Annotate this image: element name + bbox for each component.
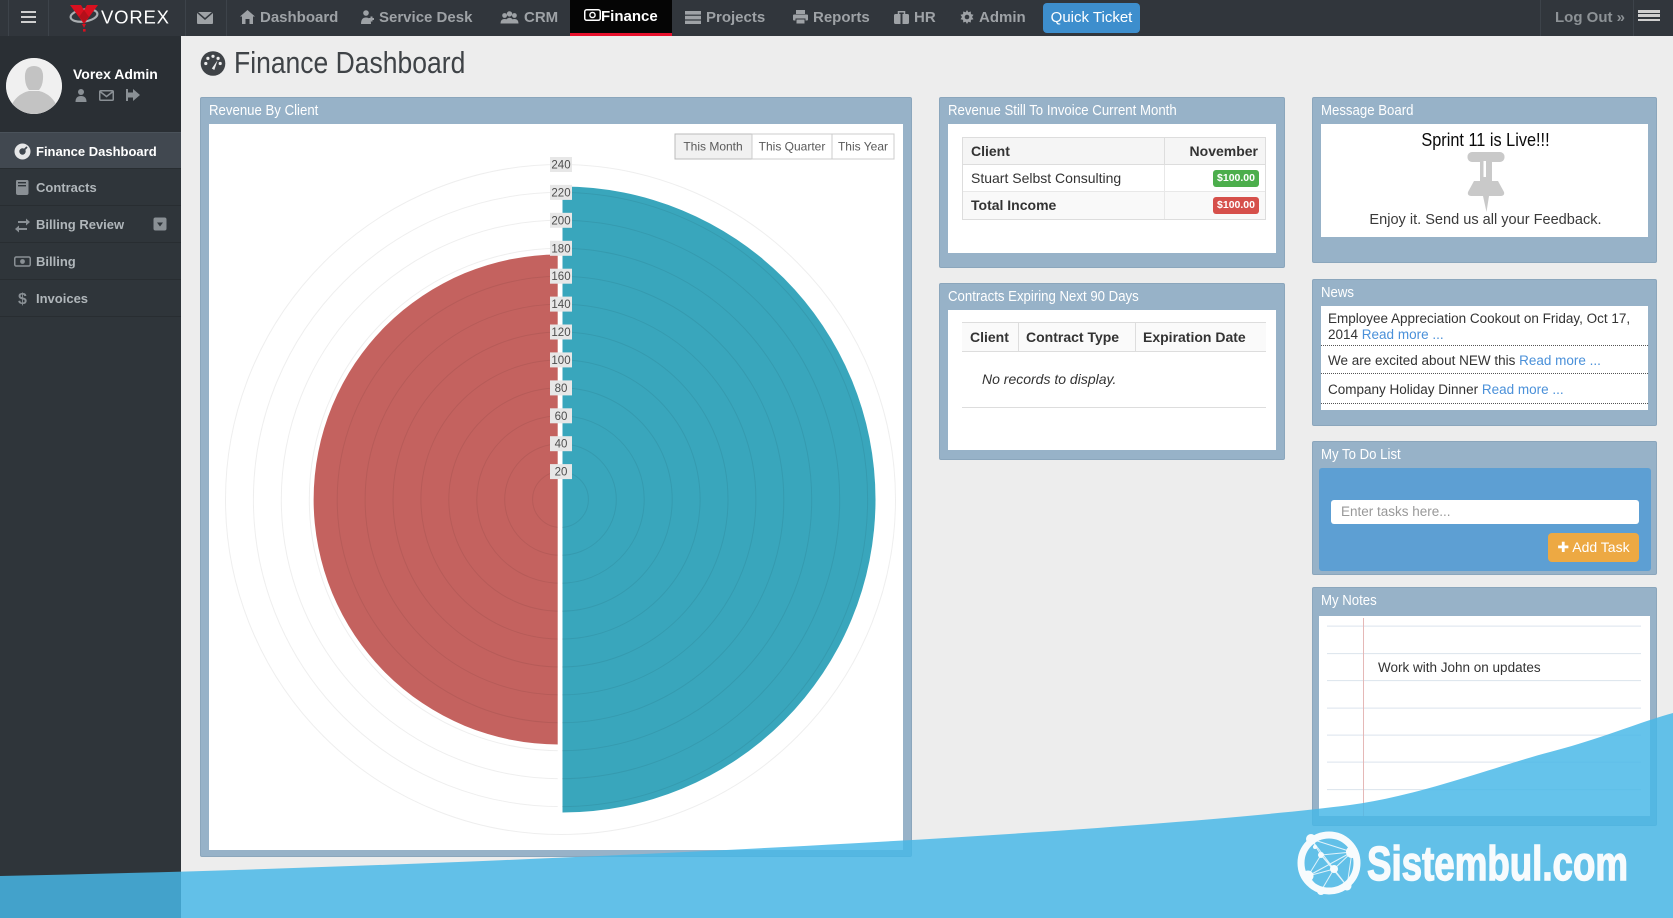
- svg-text:180: 180: [551, 243, 570, 255]
- svg-text:This Quarter: This Quarter: [759, 140, 826, 154]
- svg-text:100: 100: [551, 355, 570, 367]
- svg-text:VOREX: VOREX: [101, 7, 170, 28]
- svg-text:200: 200: [551, 215, 570, 227]
- svg-text:Sistembul.com: Sistembul.com: [1367, 838, 1628, 891]
- svg-text:$: $: [18, 291, 27, 307]
- svg-text:220: 220: [551, 187, 570, 199]
- svg-text:160: 160: [551, 271, 570, 283]
- svg-text:120: 120: [551, 327, 570, 339]
- svg-text:20: 20: [555, 467, 568, 479]
- svg-text:This Month: This Month: [683, 140, 742, 154]
- svg-text:240: 240: [551, 160, 570, 172]
- svg-text:140: 140: [551, 299, 570, 311]
- svg-text:40: 40: [555, 439, 568, 451]
- svg-text:This Year: This Year: [838, 140, 888, 154]
- svg-text:80: 80: [555, 383, 568, 395]
- svg-text:60: 60: [555, 411, 568, 423]
